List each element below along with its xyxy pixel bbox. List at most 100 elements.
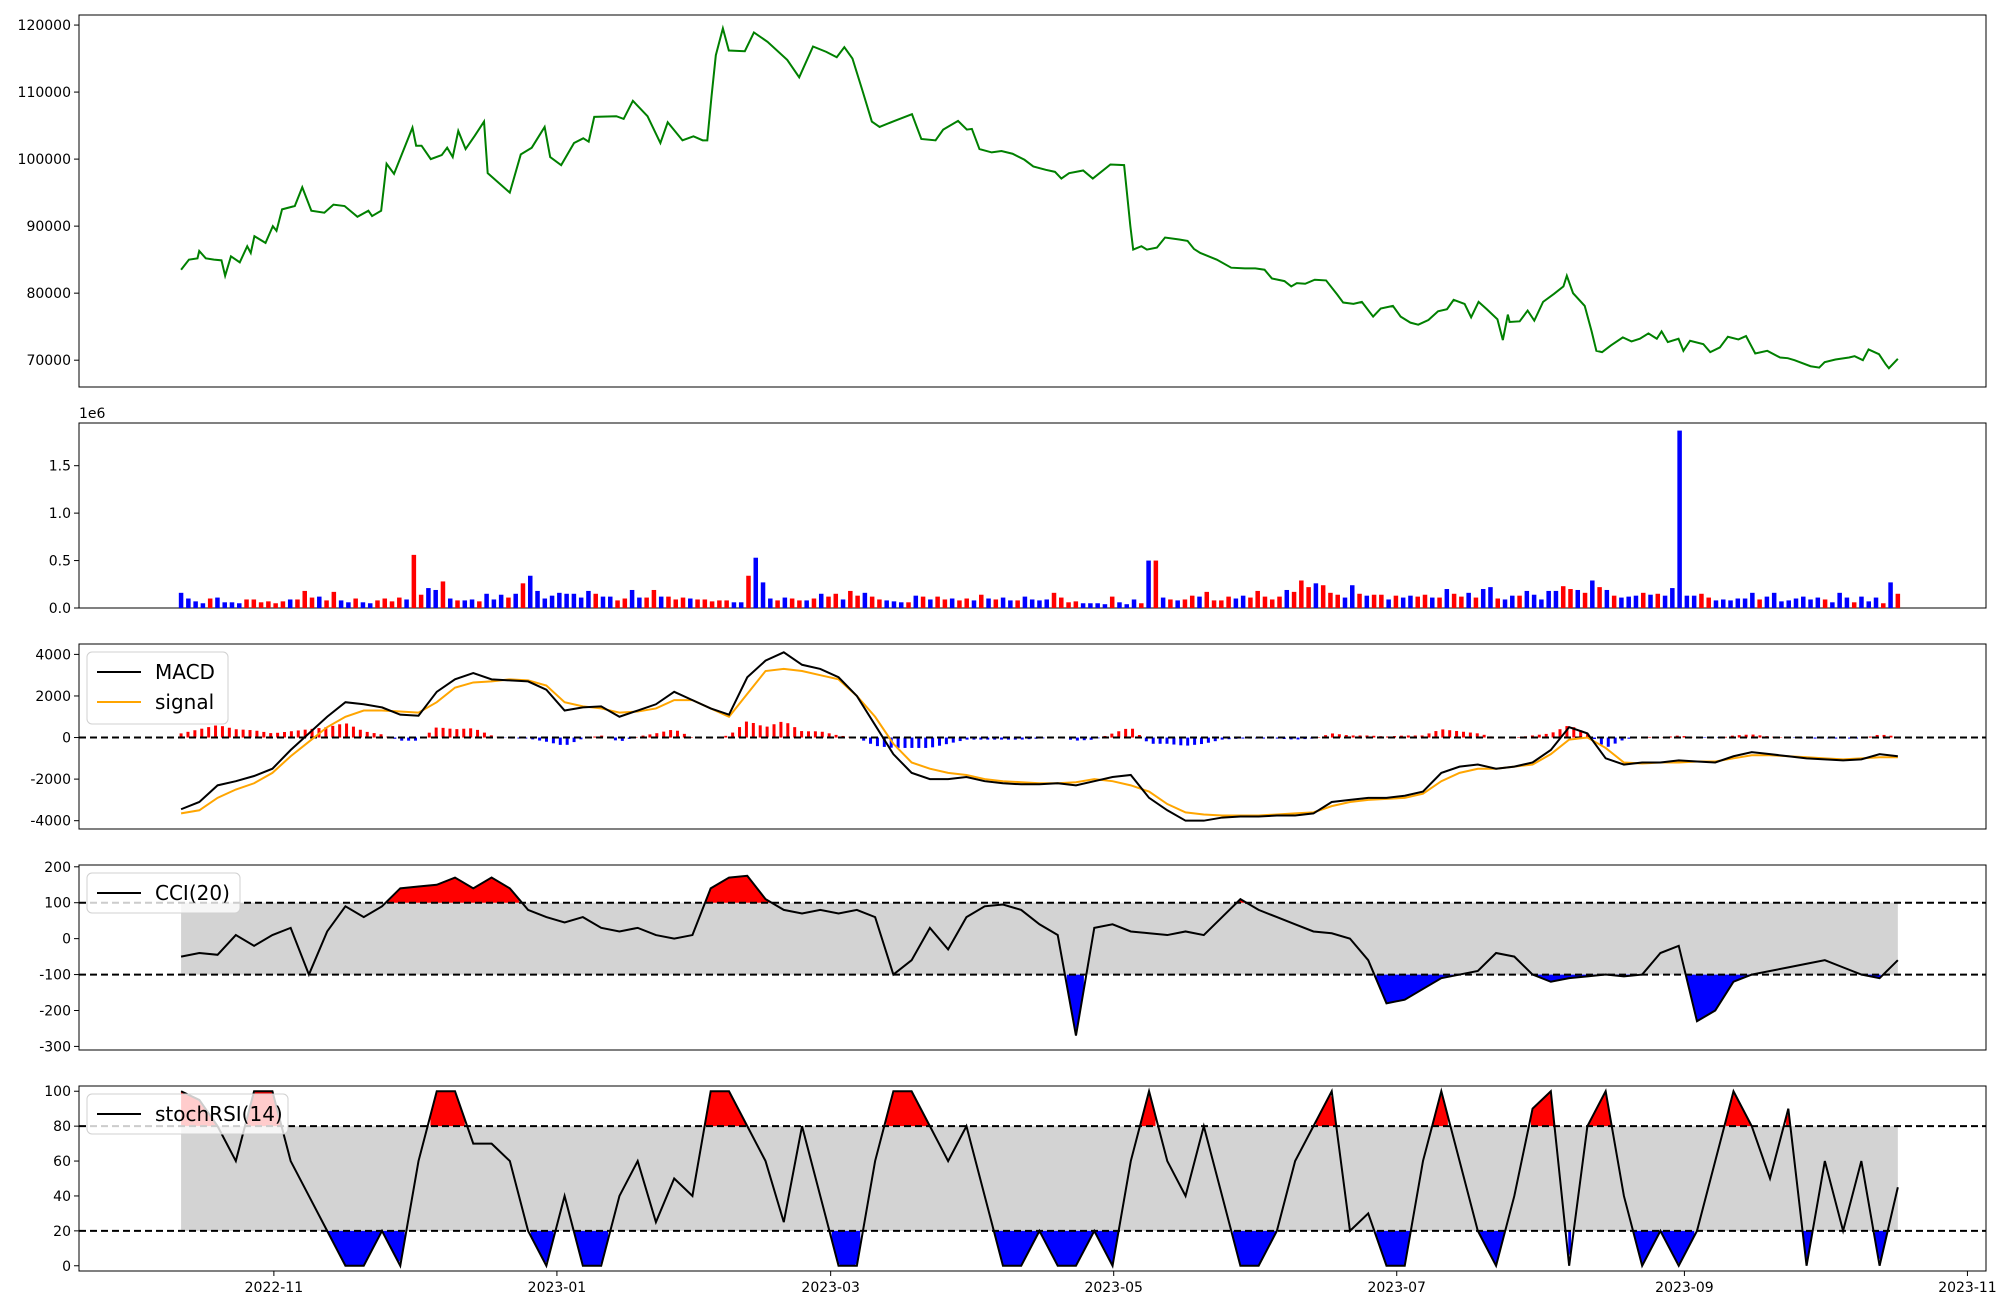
volume-bar [884,600,889,608]
macd-histogram-bar [338,724,342,738]
macd-histogram-bar [1813,737,1817,739]
volume-bar [789,598,795,608]
stochrsi-oversold-fill [530,1230,554,1264]
macd-histogram-bar [276,732,280,738]
macd-histogram-bar [806,731,810,738]
stochrsi-y-tick-label: 100 [44,1084,71,1100]
stochrsi-overbought-fill [430,1091,465,1127]
macd-histogram-bar [1592,737,1596,740]
volume-bar [855,595,860,608]
volume-bar [1124,604,1130,608]
macd-histogram-bar [1186,737,1190,746]
volume-bar [1299,580,1304,608]
macd-histogram-bar [1537,734,1541,738]
macd-histogram-bar [820,731,824,738]
volume-bar [1379,594,1384,608]
volume-bar [651,589,657,608]
volume-bar [1364,595,1370,608]
x-tick-label: 2023-11 [1938,1280,1997,1296]
stochrsi-overbought-fill [705,1091,746,1127]
volume-bar [717,600,722,608]
macd-histogram-bar [193,730,197,738]
volume-bar [1517,595,1522,608]
macd-histogram-bar [407,737,411,741]
macd-histogram-bar [1627,737,1631,739]
macd-histogram-bar [1413,735,1417,738]
volume-bar [942,599,948,608]
volume-bar [280,601,286,608]
macd-legend: MACD signal [86,651,229,725]
stochrsi-oversold-fill [1634,1230,1695,1265]
volume-bar [1146,560,1151,608]
macd-histogram-bar [489,735,493,738]
volume-bar [818,593,824,608]
volume-bar [738,602,744,608]
volume-bar [1655,593,1661,608]
volume-bar [804,600,809,608]
macd-histogram-bar [1213,737,1217,742]
macd-legend-label: MACD [155,660,215,684]
macd-histogram-bar [324,727,328,738]
macd-histogram-bar [1744,734,1748,738]
volume-bar [1022,596,1028,608]
volume-bar [1815,597,1821,608]
macd-histogram-bar [551,737,555,744]
volume-bar [833,593,839,608]
volume-bar [1677,430,1682,608]
macd-histogram-bar [896,737,900,748]
volume-bar [1437,597,1442,608]
macd-histogram-bar [793,727,797,738]
volume-bar [1531,594,1537,608]
volume-bar [1350,585,1355,608]
macd-histogram-bar [262,731,266,738]
macd-histogram-bar [1075,737,1079,741]
macd-histogram-bar [917,737,921,748]
stochrsi-legend-box [86,1093,289,1135]
volume-bar [782,597,788,608]
cci-overbought-fill [387,878,520,903]
volume-bar [447,598,453,608]
stochrsi-oversold-fill [995,1230,1119,1266]
cci-y-tick-label: 100 [44,896,71,912]
volume-bar [1168,599,1173,608]
volume-bar [1277,596,1282,608]
macd-histogram-bar [255,730,259,738]
volume-bar [1291,591,1297,608]
volume-bar [1757,599,1762,608]
volume-bar [1808,599,1813,608]
macd-histogram-bar [1606,737,1610,747]
volume-bar [1248,597,1253,608]
macd-histogram-bar [1468,732,1472,738]
volume-bar [1473,597,1479,608]
macd-histogram-bar [1172,737,1176,745]
cci-legend-label: CCI(20) [155,881,230,905]
macd-histogram-bar [613,737,617,741]
macd-histogram-bar [1420,735,1424,738]
price-line [180,24,1899,370]
x-tick-label: 2023-05 [1084,1280,1143,1296]
macd-histogram-bar [372,733,376,738]
volume-bar [935,596,940,608]
volume-bar [986,598,991,608]
macd-histogram-bar [1117,731,1121,738]
macd-histogram-bar [986,737,990,740]
volume-bar [629,589,635,608]
volume-bar [1771,592,1777,608]
macd-histogram-bar [351,726,355,738]
x-tick-label: 2023-01 [528,1280,587,1296]
price-y-tick-label: 80000 [26,286,71,302]
volume-bar [1080,603,1086,608]
macd-histogram-bar [751,722,755,738]
macd-histogram-bar [1241,737,1245,739]
volume-bar [1633,595,1639,608]
volume-bar [746,575,751,608]
volume-bar [644,597,649,608]
volume-bar [1313,583,1319,608]
macd-histogram-bar [1441,729,1445,738]
volume-bar [1008,600,1013,608]
volume-bar [1568,589,1573,608]
macd-histogram-bar [434,727,438,738]
volume-bar [775,600,780,608]
macd-histogram-bar [620,737,624,741]
stochrsi-overbought-fill [1588,1091,1612,1127]
